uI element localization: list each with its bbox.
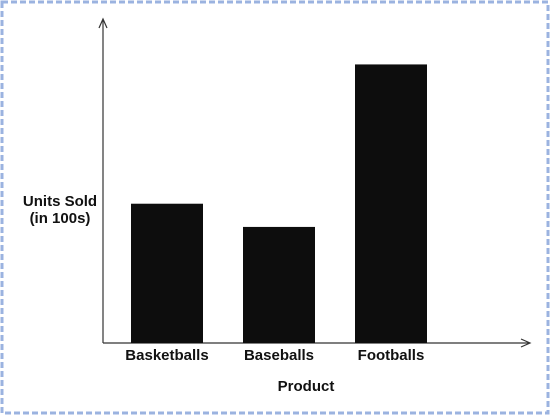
- y-axis-label: (in 100s): [30, 210, 91, 227]
- y-axis-label: Units Sold: [23, 193, 97, 210]
- x-tick-label: Basketballs: [125, 347, 208, 364]
- y-axis-arrow: [98, 17, 108, 29]
- bar: [243, 226, 315, 343]
- x-axis-label: Product: [278, 378, 335, 395]
- bar: [131, 203, 203, 343]
- x-tick-label: Baseballs: [244, 347, 314, 364]
- bar: [355, 64, 427, 343]
- x-tick-label: Footballs: [358, 347, 425, 364]
- x-axis-arrow: [520, 338, 532, 348]
